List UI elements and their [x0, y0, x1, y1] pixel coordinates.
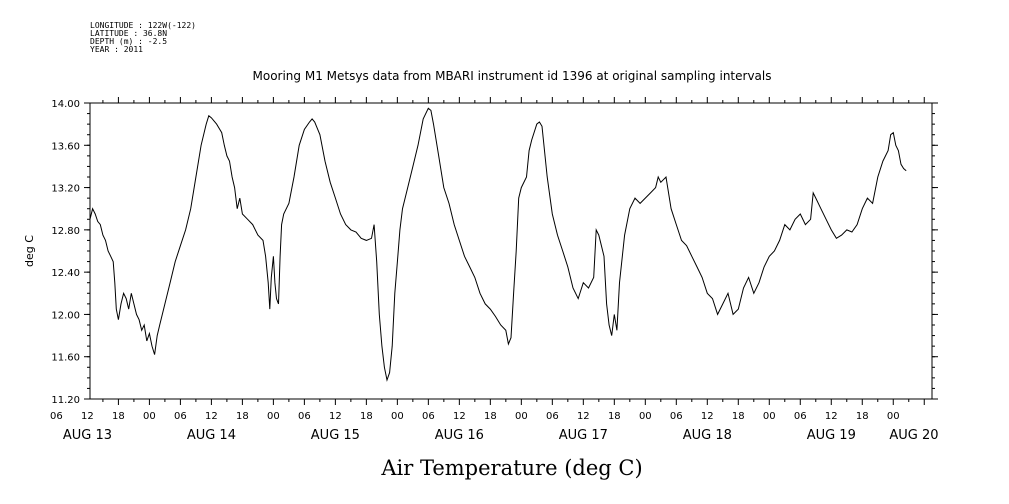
x-hour-label: 12	[205, 411, 218, 422]
x-hour-label: 18	[112, 411, 125, 422]
x-hour-label: 00	[887, 411, 900, 422]
x-hour-label: 12	[329, 411, 342, 422]
x-hour-label: 06	[174, 411, 187, 422]
x-hour-label: 00	[391, 411, 404, 422]
air-temperature-line	[89, 107, 907, 382]
x-hour-label: 18	[732, 411, 745, 422]
x-day-label: AUG 19	[807, 428, 856, 443]
y-tick-label: 14.00	[51, 99, 80, 110]
y-tick-label: 12.40	[51, 268, 80, 279]
x-hour-label: 00	[639, 411, 652, 422]
x-day-label: AUG 14	[187, 428, 236, 443]
depth-text: DEPTH (m) : -2.5	[90, 37, 168, 46]
latitude-text: LATITUDE : 36.8N	[90, 29, 168, 38]
x-hour-label: 00	[267, 411, 280, 422]
x-hour-label: 00	[515, 411, 528, 422]
x-hour-label: 18	[608, 411, 621, 422]
x-axis: 06 12 18 00 06 12 18 00 06 12 18 00 06 12 18 00 06 12 18 00…	[50, 97, 938, 443]
x-day-label: AUG 17	[559, 428, 608, 443]
x-hour-label: 06	[422, 411, 435, 422]
y-axis: 11.20 11.60 12.00 12.40 12.80 13.20 13.60 14.00	[51, 99, 938, 406]
x-day-label: AUG 16	[435, 428, 484, 443]
x-day-label: AUG 15	[311, 428, 360, 443]
x-hour-label: 00	[763, 411, 776, 422]
x-day-label: AUG 18	[683, 428, 732, 443]
x-hour-label: 06	[670, 411, 683, 422]
metadata-block: LONGITUDE : 122W(-122) LATITUDE : 36.8N …	[90, 22, 196, 54]
chart-title: Mooring M1 Metsys data from MBARI instru…	[253, 69, 772, 83]
x-hour-label: 00	[143, 411, 156, 422]
y-tick-label: 12.80	[51, 226, 80, 237]
y-tick-label: 12.00	[51, 310, 80, 321]
x-hour-label: 06	[546, 411, 559, 422]
x-day-label: AUG 13	[63, 428, 112, 443]
x-hour-label: 18	[484, 411, 497, 422]
y-axis-label: deg C	[23, 235, 36, 267]
x-hour-label: 12	[453, 411, 466, 422]
year-text: YEAR : 2011	[90, 45, 143, 54]
x-day-label: AUG 20	[889, 428, 938, 443]
y-tick-label: 11.20	[51, 395, 80, 406]
x-hour-label: 18	[856, 411, 869, 422]
longitude-text: LONGITUDE : 122W(-122)	[90, 21, 196, 30]
y-tick-label: 11.60	[51, 353, 80, 364]
x-hour-label: 06	[50, 411, 63, 422]
x-hour-label: 18	[360, 411, 373, 422]
x-hour-label: 12	[577, 411, 590, 422]
x-hour-label: 12	[701, 411, 714, 422]
y-tick-label: 13.20	[51, 184, 80, 195]
x-hour-label: 06	[298, 411, 311, 422]
x-hour-label: 06	[794, 411, 807, 422]
x-axis-label: Air Temperature (deg C)	[380, 456, 642, 480]
x-hour-label: 12	[825, 411, 838, 422]
x-hour-label: 18	[236, 411, 249, 422]
plot-frame	[89, 102, 933, 400]
y-tick-label: 13.60	[51, 141, 80, 152]
x-hour-label: 12	[81, 411, 94, 422]
